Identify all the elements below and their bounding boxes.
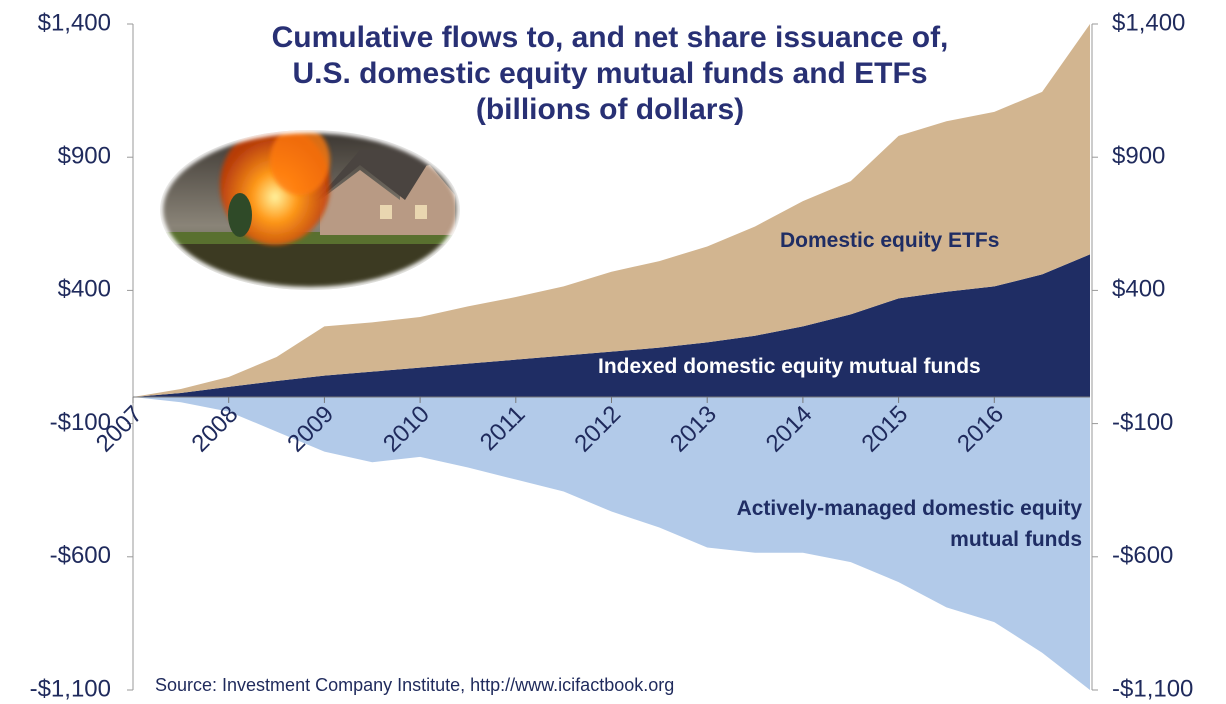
y-tick-label: $900 — [58, 143, 111, 170]
y2-tick-label: -$1,100 — [1112, 675, 1193, 702]
photo-window — [380, 205, 392, 219]
series-label: Indexed domestic equity mutual funds — [598, 355, 981, 379]
series-label: Actively-managed domestic equity mutual … — [735, 493, 1082, 555]
y-tick-label: -$600 — [50, 542, 111, 569]
y2-tick-label: $1,400 — [1112, 9, 1185, 36]
title-line: U.S. domestic equity mutual funds and ET… — [160, 56, 1060, 92]
photo-window — [415, 205, 427, 219]
photo-fire — [270, 125, 330, 195]
page: -$1,100 -$600 -$100 $400 $900 $1,400 -$1,100 -$… — [0, 0, 1226, 704]
y-tick-label: -$1,100 — [30, 675, 111, 702]
y2-tick-label: $400 — [1112, 276, 1165, 303]
chart-title: Cumulative flows to, and net share issua… — [160, 20, 1060, 128]
source: Source: Investment Company Institute, ht… — [155, 675, 674, 696]
y-tick-label: $1,400 — [38, 9, 111, 36]
series-label: Domestic equity ETFs — [780, 229, 999, 253]
title-line: (billions of dollars) — [160, 92, 1060, 128]
y2-tick-label: -$600 — [1112, 542, 1173, 569]
photo-tree — [228, 193, 252, 237]
y-tick-label: $400 — [58, 276, 111, 303]
y2-tick-label: $900 — [1112, 143, 1165, 170]
y2-tick-label: -$100 — [1112, 409, 1173, 436]
title-line: Cumulative flows to, and net share issua… — [160, 20, 1060, 56]
